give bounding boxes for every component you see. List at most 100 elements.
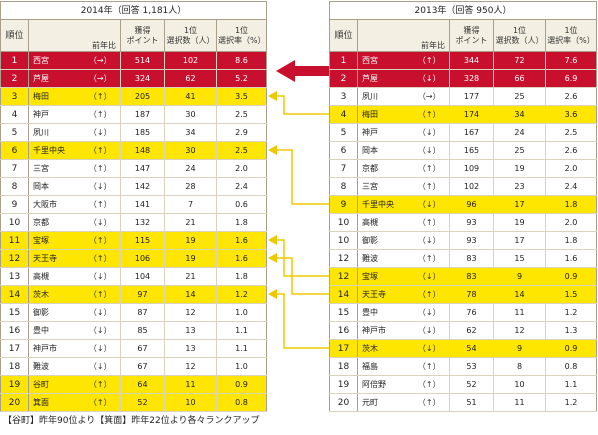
points-cell: 177: [449, 87, 494, 106]
rate-cell: 0.8: [545, 357, 597, 376]
points-cell: 83: [449, 249, 494, 268]
area-name-cell: 豊中: [357, 303, 410, 322]
points-cell: 109: [449, 159, 494, 178]
table-row: 11 宝塚 （↑） 115 19 1.6: [0, 231, 267, 250]
prev-year-arrow-cell: （↑）: [409, 213, 450, 232]
prev-year-arrow-cell: （↓）: [409, 123, 450, 142]
count-cell: 24: [164, 159, 217, 178]
points-cell: 67: [120, 357, 165, 376]
area-name-cell: 神戸: [28, 105, 81, 124]
area-name-cell: 高槻: [28, 267, 81, 286]
count-cell: 9: [493, 267, 546, 286]
table-row: 19 谷町 （↑） 64 11 0.9: [0, 375, 267, 394]
header-rank: 順位: [0, 19, 29, 52]
prev-year-arrow-cell: （↓）: [409, 69, 450, 88]
prev-year-arrow-cell: （↑）: [80, 231, 121, 250]
points-cell: 67: [120, 339, 165, 358]
table-row: 2 芦屋 （↓） 328 66 6.9: [329, 69, 597, 88]
connector-head-icon: [268, 235, 277, 245]
count-cell: 28: [164, 177, 217, 196]
table-row: 16 豊中 （↓） 85 13 1.1: [0, 321, 267, 340]
rank-cell: 11: [0, 231, 29, 250]
panel-title-2013: 2013年（回答 950人）: [329, 1, 597, 19]
area-name-cell: 神戸: [357, 123, 410, 142]
table-row: 10 高槻 （↑） 93 19 2.0: [329, 213, 597, 232]
rank-cell: 12: [0, 249, 29, 268]
points-cell: 205: [120, 87, 165, 106]
rate-cell: 1.1: [216, 339, 267, 358]
connector-head-icon: [268, 253, 277, 263]
rank-cell: 8: [329, 177, 358, 196]
prev-year-arrow-cell: （↑）: [409, 105, 450, 124]
points-cell: 328: [449, 69, 494, 88]
area-name-cell: 西宮: [28, 51, 81, 70]
rate-cell: 2.0: [545, 213, 597, 232]
ranking-rows-2014: 1 西宮 （→） 514 102 8.6 2 芦屋 （→） 324 62 5.2 3 梅田 （↑） 205 41…: [0, 51, 267, 412]
prev-year-arrow-cell: （↑）: [80, 141, 121, 160]
table-row: 5 神戸 （↓） 167 24 2.5: [329, 123, 597, 142]
elbow-arrow-icon: [276, 293, 329, 349]
rank-cell: 14: [0, 285, 29, 304]
prev-year-arrow-cell: （↓）: [409, 339, 450, 358]
rate-cell: 1.6: [545, 249, 597, 268]
area-name-cell: 三宮: [28, 159, 81, 178]
count-cell: 21: [164, 213, 217, 232]
table-row: 13 高槻 （↓） 104 21 1.8: [0, 267, 267, 286]
header-rank: 順位: [329, 19, 358, 52]
rate-cell: 0.9: [545, 339, 597, 358]
prev-year-arrow-cell: （→）: [80, 69, 121, 88]
prev-year-arrow-cell: （↓）: [80, 321, 121, 340]
points-cell: 106: [120, 249, 165, 268]
count-cell: 10: [493, 375, 546, 394]
prev-year-arrow-cell: （↑）: [80, 195, 121, 214]
rank-cell: 18: [0, 357, 29, 376]
rate-cell: 2.5: [216, 105, 267, 124]
rank-cell: 4: [0, 105, 29, 124]
rank-cell: 15: [0, 303, 29, 322]
area-name-cell: 夙川: [28, 123, 81, 142]
table-row: 20 箕面 （↑） 52 10 0.8: [0, 393, 267, 412]
points-cell: 147: [120, 159, 165, 178]
rate-cell: 0.8: [216, 393, 267, 412]
table-row: 10 御影 （↓） 93 17 1.8: [329, 231, 597, 250]
rate-cell: 3.5: [216, 87, 267, 106]
prev-year-arrow-cell: （↑）: [409, 159, 450, 178]
rate-cell: 7.6: [545, 51, 597, 70]
points-cell: 142: [120, 177, 165, 196]
area-name-cell: 三宮: [357, 177, 410, 196]
table-header-row: 順位 前年比 獲得 ポイント 1位 選択数（人） 1位 選択率（%）: [329, 19, 597, 52]
count-cell: 41: [164, 87, 217, 106]
points-cell: 52: [449, 375, 494, 394]
count-cell: 62: [164, 69, 217, 88]
prev-year-arrow-cell: （→）: [80, 51, 121, 70]
header-prev: 前年比: [357, 19, 450, 52]
rank-cell: 12: [329, 249, 358, 268]
prev-year-arrow-cell: （↓）: [80, 213, 121, 232]
rate-cell: 1.2: [545, 303, 597, 322]
prev-year-arrow-cell: （↓）: [409, 267, 450, 286]
count-cell: 12: [164, 303, 217, 322]
rank-cell: 19: [0, 375, 29, 394]
area-name-cell: 芦屋: [28, 69, 81, 88]
table-row: 6 岡本 （↓） 165 25 2.6: [329, 141, 597, 160]
table-row: 14 天王寺 （↑） 78 14 1.5: [329, 285, 597, 304]
prev-year-arrow-cell: （↓）: [80, 123, 121, 142]
count-cell: 14: [164, 285, 217, 304]
points-cell: 104: [120, 267, 165, 286]
rate-cell: 0.9: [545, 267, 597, 286]
rank-cell: 16: [329, 321, 358, 340]
points-cell: 187: [120, 105, 165, 124]
area-name-cell: 夙川: [357, 87, 410, 106]
ranking-2014-panel: 2014年（回答 1,181人） 順位 前年比 獲得 ポイント 1位 選択数（人） …: [0, 1, 267, 412]
prev-year-arrow-cell: （↑）: [80, 393, 121, 412]
rate-cell: 0.9: [216, 375, 267, 394]
prev-year-arrow-cell: （↓）: [80, 177, 121, 196]
table-row: 12 宝塚 （↓） 83 9 0.9: [329, 267, 597, 286]
count-cell: 102: [164, 51, 217, 70]
count-cell: 23: [493, 177, 546, 196]
area-name-cell: 御影: [28, 303, 81, 322]
count-cell: 30: [164, 105, 217, 124]
header-count: 1位 選択数（人）: [493, 19, 546, 52]
rate-cell: 2.5: [216, 141, 267, 160]
count-cell: 13: [164, 339, 217, 358]
